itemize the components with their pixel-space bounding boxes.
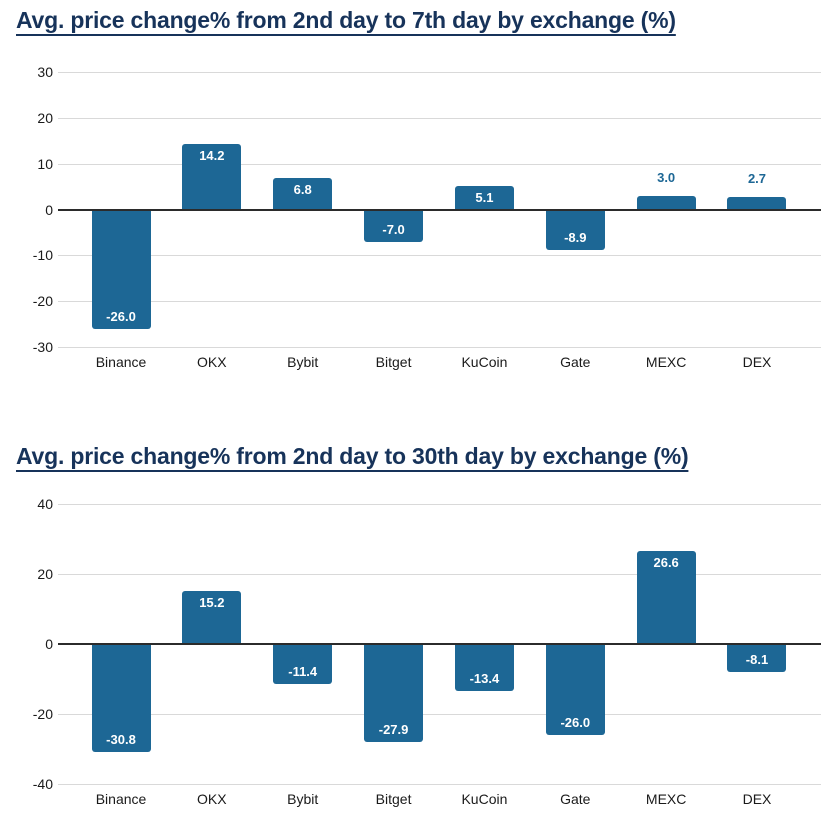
bar-okx	[182, 590, 242, 644]
x-category-label: Gate	[560, 791, 591, 807]
y-axis-tick-label: -20	[32, 293, 53, 310]
bar-binance	[91, 644, 151, 752]
gridline	[58, 117, 821, 119]
gridline	[58, 346, 821, 348]
y-axis-tick-label: 30	[37, 64, 53, 80]
x-category-label: MEXC	[645, 791, 687, 807]
bar-dex	[727, 197, 787, 210]
gridline	[58, 300, 821, 302]
bar-okx	[182, 144, 242, 210]
bar-kucoin	[454, 644, 514, 691]
x-category-label: KuCoin	[461, 354, 508, 370]
y-axis-tick-label: -30	[32, 339, 53, 355]
bar-value-label: 2.7	[747, 171, 767, 187]
x-category-label: Bybit	[287, 791, 319, 807]
x-category-label: Bybit	[287, 354, 319, 370]
bar-value-label: -27.9	[378, 721, 409, 737]
chart-title-7day: Avg. price change% from 2nd day to 7th d…	[16, 7, 676, 33]
bar-bitget	[364, 644, 424, 742]
gridline	[58, 713, 821, 715]
bar-chart-30day: 40 20 0 -20 -40 -30.8 Binance 15.2 OKX -11.4 Bybit…	[0, 496, 832, 807]
y-axis-tick-label: 0	[45, 636, 53, 652]
y-axis-tick-label: -20	[32, 706, 53, 722]
zero-axis-line	[58, 643, 821, 645]
bar-value-label: 6.8	[293, 182, 312, 198]
y-axis-tick-label: 20	[37, 109, 53, 126]
gridline	[58, 783, 821, 785]
bar-chart-7day: 30 20 10 0 -10 -20 -30 -26.0 Binance 14.2 OKX 6.8 By…	[0, 64, 832, 374]
bar-dex	[727, 644, 787, 673]
x-category-label: OKX	[197, 354, 227, 370]
bar-bitget	[364, 209, 424, 242]
x-category-label: Bitget	[375, 791, 412, 807]
bar-mexc	[636, 550, 696, 644]
bar-value-label: -8.9	[564, 230, 587, 246]
bar-value-label: 26.6	[653, 554, 679, 570]
bar-value-label: -13.4	[469, 670, 500, 686]
y-axis-tick-label: -40	[32, 776, 53, 792]
bar-value-label: -26.0	[106, 308, 136, 324]
x-category-label: Bitget	[375, 354, 412, 370]
zero-axis-line	[58, 209, 821, 211]
chart-title-30day: Avg. price change% from 2nd day to 30th …	[16, 443, 689, 469]
gridline	[58, 71, 821, 73]
x-category-label: MEXC	[645, 354, 687, 370]
x-category-label: KuCoin	[461, 791, 508, 807]
bar-value-label: 5.1	[475, 190, 494, 206]
y-axis-tick-label: 0	[45, 201, 53, 218]
x-category-label: Binance	[95, 791, 147, 807]
bar-value-label: -8.1	[745, 652, 769, 668]
bar-value-label: -30.8	[106, 731, 136, 747]
bar-value-label: -26.0	[560, 715, 591, 730]
bar-value-label: 14.2	[199, 148, 225, 164]
bar-gate	[545, 644, 605, 735]
y-axis-tick-label: 40	[37, 496, 53, 512]
y-axis-tick-label: 10	[37, 155, 53, 172]
bar-binance	[91, 209, 151, 329]
bar-mexc	[636, 195, 696, 210]
x-category-label: Gate	[560, 354, 591, 370]
bar-bybit	[273, 644, 333, 684]
x-category-label: DEX	[742, 791, 772, 807]
y-axis-tick-label: 20	[37, 566, 53, 582]
gridline	[58, 573, 821, 575]
bar-bybit	[273, 178, 333, 210]
y-axis-tick-label: -10	[32, 247, 53, 264]
gridline	[58, 503, 821, 505]
gridline	[58, 254, 821, 256]
x-category-label: DEX	[742, 354, 772, 370]
gridline	[58, 163, 821, 165]
bar-kucoin	[454, 186, 514, 210]
bar-value-label: 3.0	[657, 169, 676, 185]
bar-value-label: 15.2	[199, 594, 225, 610]
x-category-label: Binance	[95, 354, 147, 370]
bar-value-label: -7.0	[382, 221, 405, 237]
bar-gate	[545, 209, 605, 251]
x-category-label: OKX	[197, 791, 227, 807]
bar-value-label: -11.4	[288, 663, 318, 679]
